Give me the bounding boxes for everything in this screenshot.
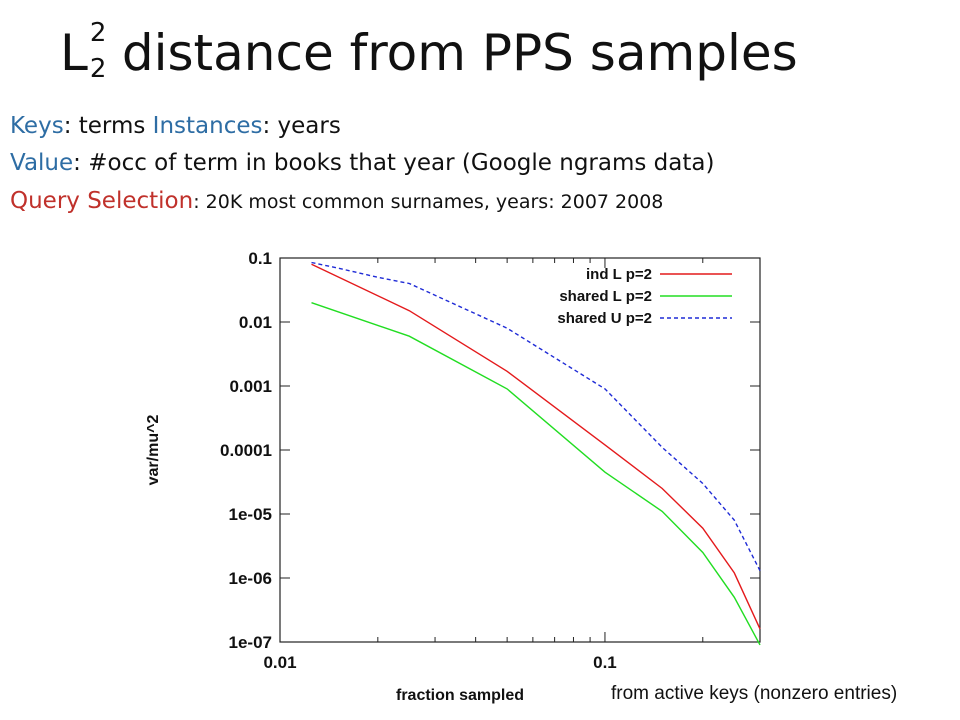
value-line: Value: #occ of term in books that year (… [10, 150, 714, 176]
series-line-3 [311, 261, 761, 572]
instances-label: Instances [152, 113, 263, 139]
y-tick-label: 1e-06 [229, 569, 272, 588]
keys-label: Keys [10, 113, 64, 139]
title-superscript: 2 [89, 18, 107, 48]
legend-label-2: shared L p=2 [559, 288, 652, 305]
y-tick-label: 0.01 [239, 313, 272, 332]
legend-label-1: ind L p=2 [586, 266, 652, 283]
series-line-1 [311, 263, 761, 630]
slide-title: L 2 2 distance from PPS samples [60, 20, 920, 88]
chart-container: 0.1 0.01 0.001 0.0001 1e-05 1e-06 1e-07 0.01 0.1… [120, 232, 800, 708]
y-tick-label: 1e-07 [229, 633, 272, 652]
series-line-2 [311, 302, 761, 646]
x-tick-label: 0.01 [263, 653, 296, 672]
plot-frame [279, 257, 761, 643]
legend-label-3: shared U p=2 [557, 310, 652, 327]
x-axis-label: fraction sampled [396, 687, 524, 704]
title-symbol: L [60, 24, 88, 82]
title-text: distance from PPS samples [121, 24, 798, 82]
value-label: Value [10, 150, 74, 176]
keys-text: : terms [63, 113, 146, 139]
title-subscript: 2 [89, 54, 107, 84]
y-tick-label: 0.001 [229, 377, 272, 396]
footnote: from active keys (nonzero entries) [607, 683, 902, 705]
x-tick-label: 0.1 [593, 653, 617, 672]
y-axis-label: var/mu^2 [145, 415, 162, 486]
y-tick-label: 1e-05 [229, 505, 272, 524]
query-text: : 20K most common surnames, years: 2007 … [193, 191, 664, 213]
instances-text: : years [262, 113, 341, 139]
y-tick-label: 0.0001 [220, 441, 272, 460]
keys-line: Keys: terms Instances: years [10, 113, 341, 139]
y-tick-label: 0.1 [248, 249, 272, 268]
value-text: : #occ of term in books that year (Googl… [73, 150, 715, 176]
query-label: Query Selection [10, 188, 194, 214]
query-line: Query Selection: 20K most common surname… [10, 188, 663, 214]
